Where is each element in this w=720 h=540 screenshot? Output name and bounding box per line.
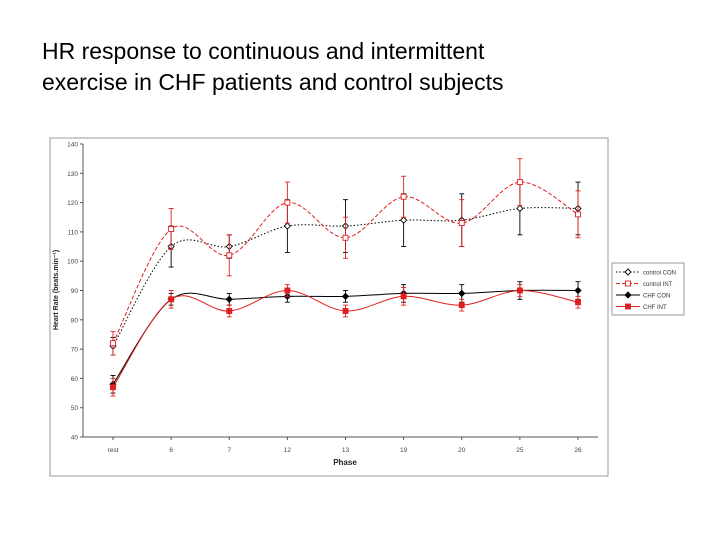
x-tick-label: 26 [574, 447, 582, 454]
data-point [225, 295, 233, 303]
data-point [458, 289, 466, 298]
x-tick-label: rest [108, 447, 119, 454]
x-tick-label: 20 [458, 447, 466, 454]
data-point [516, 179, 523, 186]
data-point [226, 308, 233, 314]
x-axis-label: Phase [333, 458, 357, 467]
data-point [400, 293, 407, 300]
legend-marker [625, 303, 631, 310]
legend-label: control CON [643, 270, 676, 276]
legend-label: control INT [643, 282, 673, 288]
data-point [110, 340, 116, 347]
legend-label: CHF INT [643, 305, 667, 311]
series-chf-int [110, 284, 581, 397]
y-tick-label: 70 [71, 347, 79, 354]
data-point [400, 193, 407, 200]
x-tick-label: 6 [169, 447, 173, 454]
axes: Heart Rate (beats.min⁻¹) Phase 40 50 60 70 8… [53, 142, 598, 467]
legend-marker [624, 291, 632, 299]
y-tick-label: 80 [71, 317, 79, 324]
slide-title: HR response to continuous and intermitte… [42, 36, 682, 98]
title-line-2: exercise in CHF patients and control sub… [42, 69, 504, 95]
data-point [516, 204, 524, 213]
x-tick-label: 13 [342, 447, 350, 454]
y-tick-label: 90 [71, 288, 79, 295]
data-point [284, 199, 291, 206]
series-control-int [110, 158, 581, 356]
x-tick-label: 7 [227, 447, 231, 454]
data-point [575, 211, 581, 218]
chart-frame [49, 137, 609, 477]
y-tick-label: 40 [71, 435, 79, 442]
x-tick-label: 12 [284, 447, 292, 454]
data-point [168, 296, 175, 303]
y-tick-label: 140 [67, 142, 78, 149]
series-line [112, 181, 579, 344]
legend-marker [625, 280, 631, 287]
title-line-1: HR response to continuous and intermitte… [42, 38, 485, 64]
x-tick-label: 25 [516, 447, 524, 454]
data-point [110, 384, 116, 391]
x-tick-label: 19 [400, 447, 408, 454]
data-point [342, 308, 349, 314]
y-tick-label: 60 [71, 376, 79, 383]
legend: control CON control INT CHF CON CHF INT [611, 262, 685, 316]
data-point [283, 222, 292, 230]
y-tick-label: 110 [68, 229, 79, 236]
y-tick-label: 50 [71, 405, 79, 412]
data-point [516, 287, 523, 294]
plot-area [109, 158, 582, 397]
y-axis-label: Heart Rate (beats.min⁻¹) [53, 250, 60, 330]
y-tick-label: 100 [67, 259, 78, 266]
data-point [458, 302, 465, 309]
data-point [284, 287, 291, 294]
y-tick-label: 120 [67, 200, 78, 207]
legend-marker [624, 268, 632, 276]
legend-label: CHF CON [643, 293, 670, 299]
data-point [399, 216, 408, 224]
data-point [226, 252, 233, 259]
data-point [342, 234, 349, 241]
data-point [574, 286, 582, 295]
y-tick-label: 130 [67, 171, 78, 178]
data-point [341, 292, 350, 300]
data-point [458, 220, 465, 227]
data-point [168, 226, 175, 232]
data-point [575, 299, 581, 306]
